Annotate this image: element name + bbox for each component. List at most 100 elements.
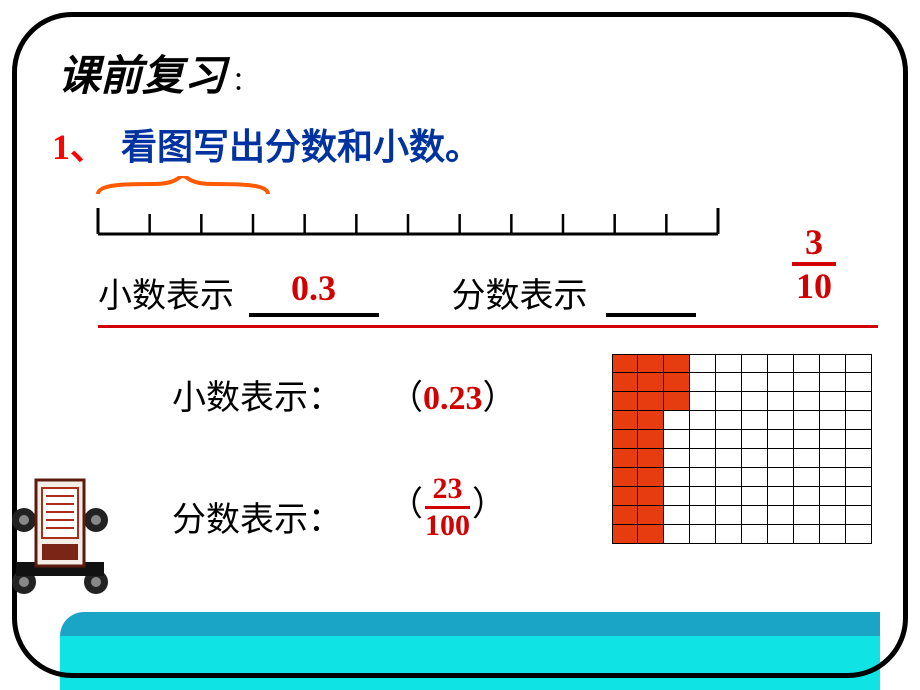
grid-cell xyxy=(638,354,664,373)
grid-cell xyxy=(690,373,716,392)
grid-cell xyxy=(716,430,742,449)
grid-cell xyxy=(846,411,872,430)
cart-icon xyxy=(6,462,114,602)
grid-cell xyxy=(846,506,872,525)
slide: 课前复习： 1、 看图写出分数和小数。 3 10 小数表示 0.3 分数表示 小… xyxy=(0,0,920,690)
grid-cell xyxy=(664,506,690,525)
grid-cell xyxy=(768,468,794,487)
grid-cell xyxy=(768,506,794,525)
grid-cell xyxy=(664,449,690,468)
grid-cell xyxy=(794,354,820,373)
grid-cell xyxy=(820,392,846,411)
grid-cell xyxy=(664,354,690,373)
row1: 小数表示 0.3 分数表示 xyxy=(98,268,878,328)
number-line xyxy=(88,176,728,246)
grid-cell xyxy=(716,354,742,373)
grid-cell xyxy=(846,354,872,373)
grid-cell xyxy=(846,449,872,468)
close-paren: ） xyxy=(483,380,517,417)
grid-cell xyxy=(612,525,638,544)
fraction-blank-1 xyxy=(606,273,696,317)
grid-cell xyxy=(638,392,664,411)
grid-cell xyxy=(742,411,768,430)
heading-text: 课前复习 xyxy=(58,54,226,100)
grid-cell xyxy=(794,487,820,506)
grid-cell xyxy=(612,449,638,468)
grid-cell xyxy=(820,506,846,525)
grid-cell xyxy=(820,525,846,544)
grid-cell xyxy=(664,525,690,544)
frac2-numerator: 23 xyxy=(425,474,470,504)
grid-cell xyxy=(820,449,846,468)
grid-cell xyxy=(612,373,638,392)
grid-cell xyxy=(690,411,716,430)
grid-cell xyxy=(716,525,742,544)
grid-cell xyxy=(768,525,794,544)
page-title: 课前复习： xyxy=(58,42,258,103)
grid-cell xyxy=(794,525,820,544)
grid-cell xyxy=(716,411,742,430)
grid-cell xyxy=(768,411,794,430)
question-heading: 1、 看图写出分数和小数。 xyxy=(52,118,481,170)
grid-cell xyxy=(794,430,820,449)
grid-cell xyxy=(768,354,794,373)
grid-cell xyxy=(716,373,742,392)
row2: 小数表示： （0.23） xyxy=(172,370,517,419)
grid-cell xyxy=(794,392,820,411)
heading-colon: ： xyxy=(232,67,258,96)
grid-cell xyxy=(768,392,794,411)
number-line-svg xyxy=(88,176,728,246)
grid-cell xyxy=(716,392,742,411)
brace-icon xyxy=(98,176,268,194)
grid-cell xyxy=(638,468,664,487)
grid-cell xyxy=(638,506,664,525)
grid-cell xyxy=(664,373,690,392)
frac-numerator: 3 xyxy=(792,224,836,260)
grid-cell xyxy=(820,487,846,506)
grid-cell xyxy=(846,392,872,411)
grid-cell xyxy=(612,506,638,525)
grid-cell xyxy=(612,487,638,506)
grid-cell xyxy=(768,373,794,392)
grid-cell xyxy=(742,373,768,392)
open-paren-2: （ xyxy=(389,486,423,523)
grid-cell xyxy=(768,487,794,506)
grid-cell xyxy=(742,354,768,373)
grid-cell xyxy=(638,430,664,449)
grid-cell xyxy=(612,468,638,487)
grid-cell xyxy=(820,373,846,392)
decimal-value-1: 0.3 xyxy=(249,267,379,309)
grid-cell xyxy=(638,411,664,430)
grid-cell xyxy=(846,373,872,392)
grid-cell xyxy=(690,487,716,506)
grid-cell xyxy=(846,525,872,544)
grid-cell xyxy=(664,468,690,487)
grid-cell xyxy=(742,487,768,506)
fraction-label-1: 分数表示 xyxy=(452,268,588,317)
hundred-grid xyxy=(612,354,872,544)
grid-cell xyxy=(690,354,716,373)
grid-cell xyxy=(742,392,768,411)
grid-cell xyxy=(742,506,768,525)
fraction-23-over-100: 23 100 xyxy=(425,474,470,541)
ticks xyxy=(98,208,718,234)
decimal-value-2: 0.23 xyxy=(423,380,483,417)
close-paren-2: ） xyxy=(472,486,506,523)
grid-cell xyxy=(820,411,846,430)
grid-cell xyxy=(742,525,768,544)
grid-cell xyxy=(690,525,716,544)
grid-cell xyxy=(612,354,638,373)
grid-cell xyxy=(846,430,872,449)
grid-cell xyxy=(690,449,716,468)
grid-cell xyxy=(768,430,794,449)
grid-cell xyxy=(742,430,768,449)
grid-cell xyxy=(794,449,820,468)
grid-cell xyxy=(664,392,690,411)
grid-cell xyxy=(638,487,664,506)
grid-cell xyxy=(820,430,846,449)
grid-cell xyxy=(690,430,716,449)
grid-cell xyxy=(638,449,664,468)
open-paren: （ xyxy=(389,380,423,417)
grid-cell xyxy=(794,468,820,487)
grid-cell xyxy=(716,487,742,506)
